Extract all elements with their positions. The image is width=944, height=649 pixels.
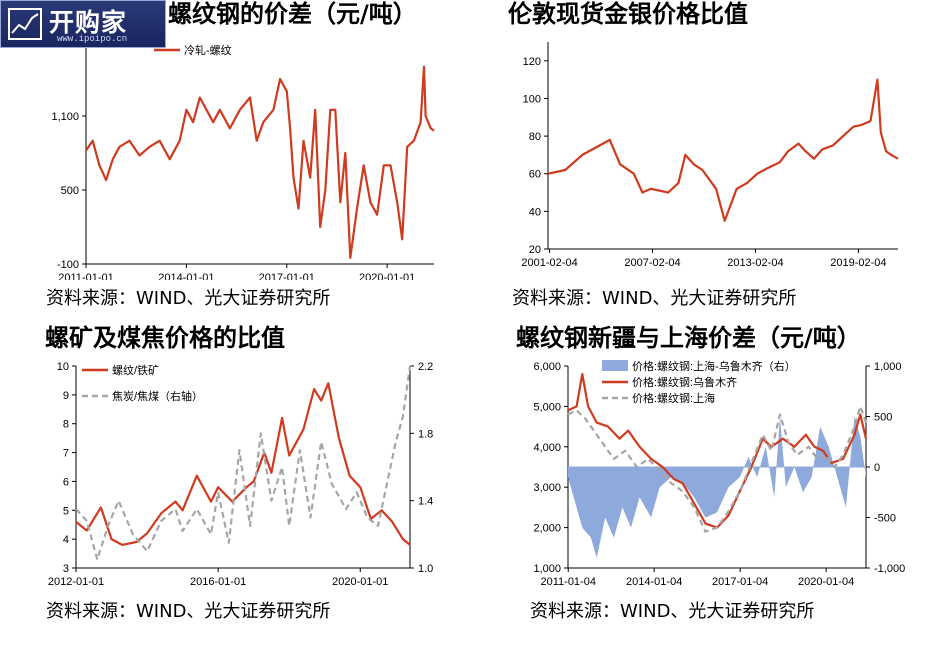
y-tick-label: 6,000 xyxy=(533,361,561,373)
legend-swatch xyxy=(602,360,628,371)
x-tick-label: 2011-01-04 xyxy=(541,576,596,588)
chart-xinjiang-shanghai: 1,000 2,000 3,000 4,000 5,000 6,000 -1,000 -500… xyxy=(533,359,905,588)
y-tick-label: 100 xyxy=(523,93,541,105)
y2-tick-label: 1.4 xyxy=(418,496,433,508)
series-area xyxy=(568,416,866,558)
site-logo: 开购家 www.ipoipo.cn xyxy=(0,0,166,48)
y2-tick-label: 1,000 xyxy=(874,361,902,373)
y-tick-label: 80 xyxy=(529,131,541,143)
panel-title: 伦敦现货金银价格比值 xyxy=(508,0,748,28)
x-tick-label: 2001-02-04 xyxy=(521,257,577,269)
panel-title: 螺矿及煤焦价格的比值 xyxy=(45,324,285,352)
legend-label: 价格:螺纹钢:乌鲁木齐 xyxy=(632,375,737,389)
y-tick-label: 4 xyxy=(63,534,69,546)
chart-gold-silver: 20 40 60 80 100 120 2001-02-04 2007-02-04 2013-0… xyxy=(521,42,899,269)
y2-tick-label: -1,000 xyxy=(874,563,905,575)
chart-steel-spread: -100 500 1,100 2011-01-01 2014-01-01 2017-01-… xyxy=(51,42,435,280)
y-tick-label: 20 xyxy=(529,244,541,256)
legend-label: 价格:螺纹钢:上海-乌鲁木齐（右） xyxy=(632,359,796,373)
y-tick-label: 10 xyxy=(57,361,69,373)
legend-label: 价格:螺纹钢:上海 xyxy=(632,391,715,405)
series-line xyxy=(567,405,868,533)
series-line xyxy=(85,65,435,259)
x-tick-label: 2007-02-04 xyxy=(624,257,680,269)
source-note: 资料来源：WIND、光大证券研究所 xyxy=(46,601,331,622)
logo-name: 开购家 xyxy=(49,8,128,37)
chart-logo-icon xyxy=(8,8,42,40)
x-tick-label: 2016-01-01 xyxy=(190,576,246,588)
y-tick-label: 6 xyxy=(63,476,69,488)
y2-tick-label: 2.2 xyxy=(418,361,433,373)
series-line xyxy=(75,365,412,561)
x-tick-label: 2020-01-01 xyxy=(359,272,415,280)
x-tick-label: 2020-01-01 xyxy=(332,576,388,588)
y-tick-label: 2,000 xyxy=(533,523,561,535)
x-tick-label: 2019-02-04 xyxy=(830,257,886,269)
y-tick-label: 40 xyxy=(529,206,541,218)
source-note: 资料来源：WIND、光大证券研究所 xyxy=(530,601,815,622)
y2-tick-label: 0 xyxy=(874,462,880,474)
y-tick-label: 1,000 xyxy=(533,563,561,575)
x-tick-label: 2011-01-01 xyxy=(58,272,113,280)
y-tick-label: 3 xyxy=(63,563,69,575)
y-tick-label: 4,000 xyxy=(533,442,561,454)
y-tick-label: 8 xyxy=(63,419,69,431)
y-tick-label: 60 xyxy=(529,169,541,181)
y-tick-label: 5,000 xyxy=(533,401,561,413)
x-tick-label: 2017-01-04 xyxy=(712,576,768,588)
x-tick-label: 2014-01-01 xyxy=(158,272,214,280)
logo-url: www.ipoipo.cn xyxy=(57,34,128,44)
y2-tick-label: 1.0 xyxy=(418,563,433,575)
source-note: 资料来源：WIND、光大证券研究所 xyxy=(46,288,331,309)
y-tick-label: 1,100 xyxy=(51,111,79,123)
y-tick-label: 500 xyxy=(61,185,79,197)
legend-label: 螺纹/铁矿 xyxy=(112,363,159,377)
x-tick-label: 2013-02-04 xyxy=(727,257,783,269)
legend-label: 焦炭/焦煤（右轴） xyxy=(112,389,203,403)
y-tick-label: 3,000 xyxy=(533,482,561,494)
x-tick-label: 2014-01-04 xyxy=(626,576,682,588)
panel-title: 螺纹钢新疆与上海价差（元/吨） xyxy=(516,324,861,352)
y2-tick-label: 500 xyxy=(874,412,892,424)
series-line xyxy=(547,78,899,222)
x-tick-label: 2020-01-04 xyxy=(798,576,854,588)
y-tick-label: 7 xyxy=(63,448,69,460)
legend-label: 冷轧-螺纹 xyxy=(184,43,232,57)
y-tick-label: -100 xyxy=(57,259,79,271)
y2-tick-label: -500 xyxy=(874,513,896,525)
source-note: 资料来源：WIND、光大证券研究所 xyxy=(512,288,797,309)
x-tick-label: 2012-01-01 xyxy=(48,576,104,588)
x-tick-label: 2017-01-01 xyxy=(259,272,315,280)
y2-tick-label: 1.8 xyxy=(418,428,433,440)
y-tick-label: 9 xyxy=(63,390,69,402)
y-tick-label: 120 xyxy=(523,56,541,68)
chart-ore-coal: 3 4 5 6 7 8 9 10 1.0 1.4 1.8 2.2 2012-01-01 2016-01-0… xyxy=(48,361,433,588)
y-tick-label: 5 xyxy=(63,505,69,517)
